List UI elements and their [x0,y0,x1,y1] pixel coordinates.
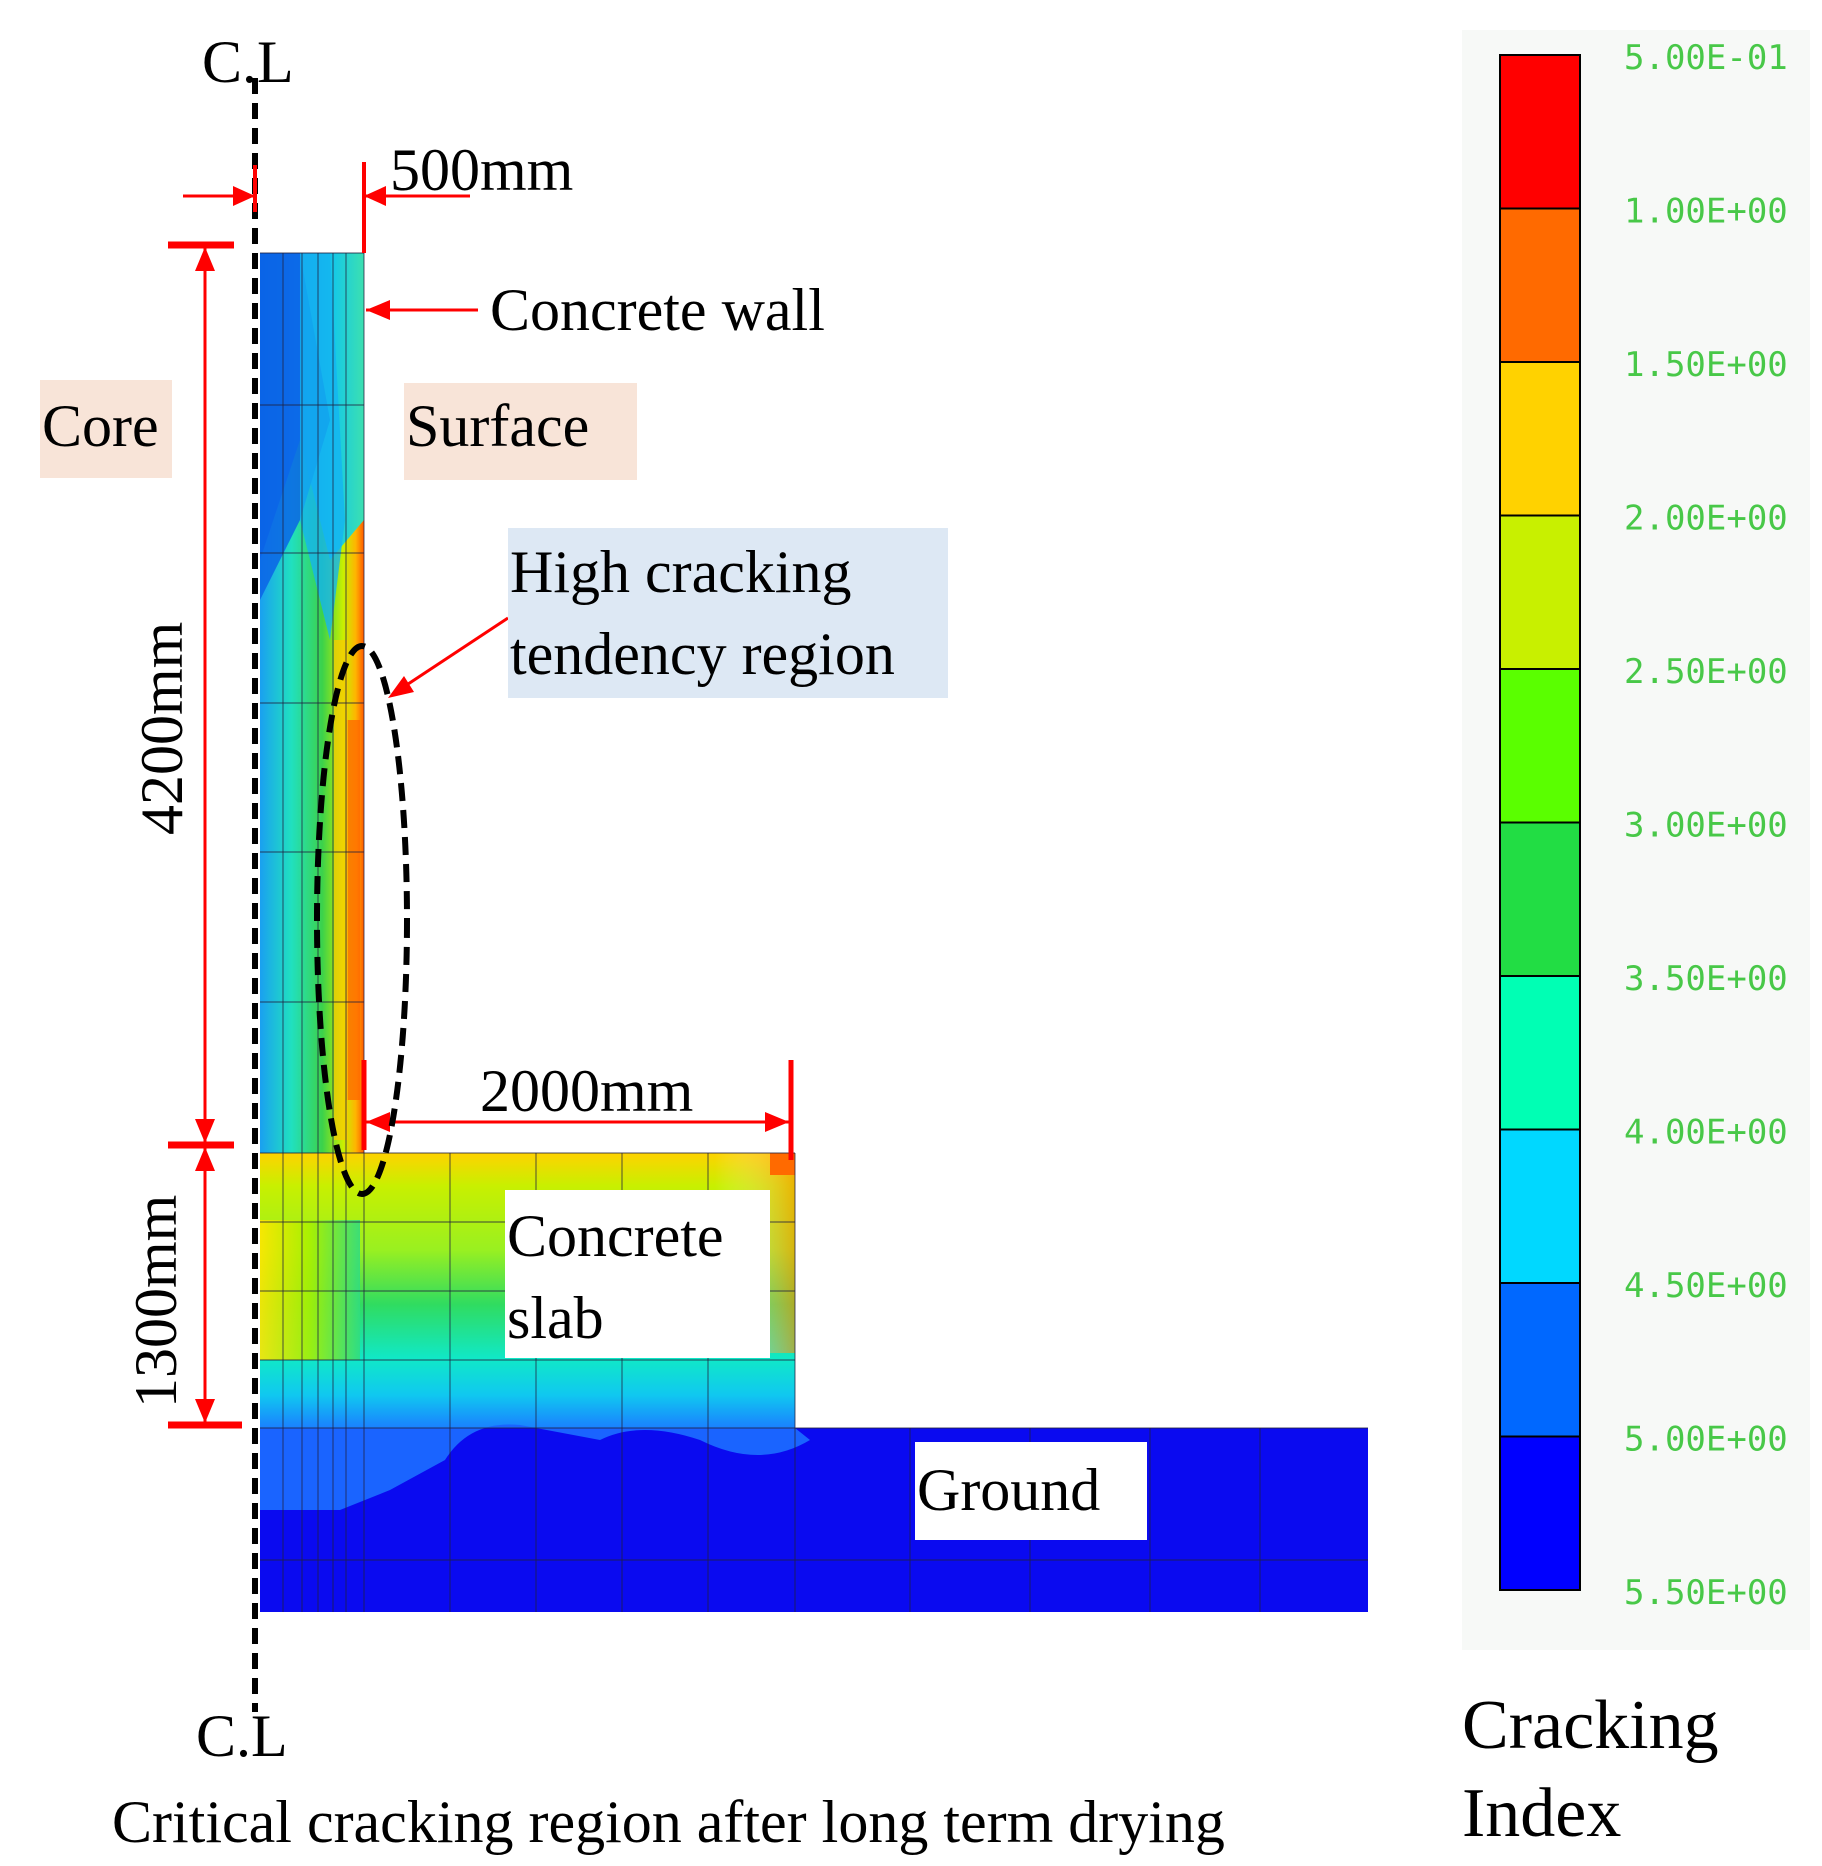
legend-band [1499,54,1581,210]
legend-tick-label: 2.00E+00 [1624,499,1788,539]
label-high-cracking-line2: tendency region [510,621,895,687]
legend-band [1499,361,1581,517]
legend-band [1499,1435,1581,1591]
wall-surface-warm [334,640,348,1140]
wall-surface-hot [346,720,360,1100]
legend-band [1499,821,1581,977]
legend-title-line1: Cracking [1462,1687,1719,1764]
legend-tick-label: 1.50E+00 [1624,345,1788,385]
legend-tick-label: 3.00E+00 [1624,806,1788,846]
legend-tick-label: 4.50E+00 [1624,1266,1788,1306]
mesh-lines [260,252,1368,1612]
legend-tick-label: 4.00E+00 [1624,1113,1788,1153]
legend-band [1499,1128,1581,1284]
centerline-bottom-label: C.L [196,1703,288,1769]
label-high-cracking-box [508,528,948,698]
legend-title-line2: Index [1462,1775,1621,1852]
label-slab-box [505,1190,770,1358]
label-slab-line2: slab [507,1285,604,1351]
ground-transition [260,1424,810,1510]
legend-tick-label: 5.50E+00 [1624,1573,1788,1613]
label-concrete-wall: Concrete wall [490,277,825,343]
label-ground: Ground [917,1457,1100,1523]
figure-caption: Critical cracking region after long term… [112,1789,1225,1855]
dimension-lines [168,162,794,1429]
wall-inner-band [300,253,345,640]
legend-band [1499,668,1581,824]
label-high-cracking-line1: High cracking [510,539,852,605]
label-core-box [40,380,172,478]
legend-ticks: 5.00E-01 1.00E+00 1.50E+00 2.00E+00 2.50E+00… [1624,38,1788,1613]
legend-tick-label: 2.50E+00 [1624,652,1788,692]
label-ground-box [915,1442,1147,1540]
high-cracking-ellipse [314,643,410,1197]
dim-wall-thickness: 500mm [390,137,573,203]
legend-tick-label: 5.00E-01 [1624,38,1788,78]
legend-band [1499,1282,1581,1438]
label-slab-line1: Concrete [507,1203,724,1269]
legend-tick-label: 3.50E+00 [1624,959,1788,999]
centerline-top-label: C.L [202,29,294,95]
label-surface-box [404,383,637,480]
legend-tick-label: 5.00E+00 [1624,1420,1788,1460]
legend-band [1499,975,1581,1131]
legend-tick-label: 1.00E+00 [1624,192,1788,232]
dim-wall-height: 4200mm [129,622,195,835]
dim-slab-length: 2000mm [480,1058,693,1124]
dim-slab-thickness: 1300mm [123,1195,189,1408]
legend: 5.00E-01 1.00E+00 1.50E+00 2.00E+00 2.50E+00… [1462,30,1810,1852]
label-core: Core [42,393,159,459]
legend-frame [1499,54,1581,1591]
legend-band [1499,207,1581,363]
legend-bands [1499,54,1581,1591]
label-surface: Surface [406,393,589,459]
legend-band [1499,514,1581,670]
